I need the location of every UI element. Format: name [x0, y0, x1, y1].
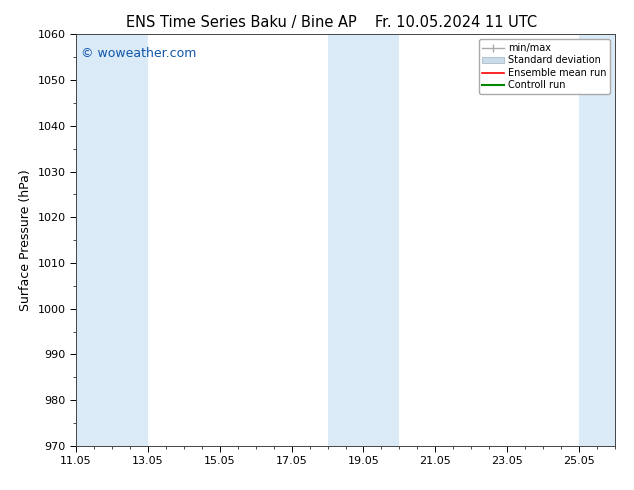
Text: © woweather.com: © woweather.com: [81, 47, 197, 60]
Bar: [363, 34, 399, 446]
Bar: [112, 34, 148, 446]
Bar: [328, 34, 363, 446]
Legend: min/max, Standard deviation, Ensemble mean run, Controll run: min/max, Standard deviation, Ensemble me…: [479, 39, 610, 94]
Bar: [76, 34, 112, 446]
Text: Fr. 10.05.2024 11 UTC: Fr. 10.05.2024 11 UTC: [375, 15, 538, 30]
Bar: [579, 34, 615, 446]
Text: ENS Time Series Baku / Bine AP: ENS Time Series Baku / Bine AP: [126, 15, 356, 30]
Y-axis label: Surface Pressure (hPa): Surface Pressure (hPa): [19, 169, 32, 311]
